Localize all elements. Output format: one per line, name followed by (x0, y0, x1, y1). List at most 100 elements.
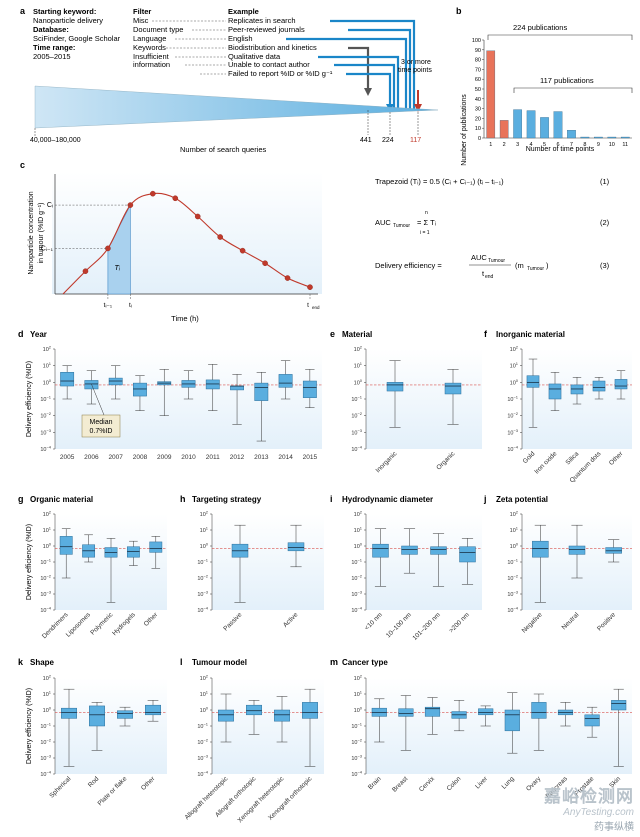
box (218, 709, 234, 722)
arrow-head (364, 88, 372, 96)
c-guide-label: Cᵢ (47, 202, 53, 209)
box (611, 700, 627, 711)
y-tick-label: 100 (354, 706, 363, 715)
category-label: 2008 (133, 454, 148, 461)
category-label: 2012 (230, 454, 245, 461)
c-guide-label: Cᵢ₋₁ (41, 245, 54, 252)
example-item: Qualitative data (228, 52, 281, 61)
category-label: Liposomes (65, 611, 93, 639)
database-heading: Database: (33, 25, 69, 34)
eq2-lower: i = 1 (420, 230, 430, 236)
eq2-number: (2) (600, 218, 610, 227)
y-tick-label: 101 (354, 526, 363, 535)
eq2-lhs: AUC (375, 218, 391, 227)
t-end-sub-label: end (312, 305, 320, 310)
curve-point (284, 275, 291, 281)
category-label: Negative (521, 611, 544, 634)
y-tick-label: 101 (200, 526, 209, 535)
count-224: 224 (382, 137, 394, 144)
panel-title: Shape (30, 658, 55, 667)
c-ylabel-1: Nanoparticle concentration (28, 191, 35, 274)
category-label: Lung (501, 775, 516, 790)
queries-axis-label: Number of search queries (180, 145, 267, 154)
y-tick-label: 10−1 (351, 722, 362, 731)
y-tick-label: 102 (43, 674, 52, 683)
y-tick-label: 10−4 (40, 770, 51, 779)
b-x-tick-label: 9 (597, 142, 600, 148)
panel-title: Targeting strategy (192, 495, 262, 504)
b-x-tick-label: 8 (583, 142, 586, 148)
b-y-tick-label: 40 (475, 97, 481, 103)
filter-item: Document type (133, 25, 183, 34)
eq2-rhs: = Σ Tᵢ (417, 218, 436, 227)
y-axis-label: Delivery efficiency (%ID) (26, 361, 33, 437)
box (444, 382, 462, 395)
panel-label: e (330, 329, 335, 339)
y-tick-label: 10−4 (197, 606, 208, 615)
panel-title: Zeta potential (496, 495, 548, 504)
panel-a: a Starting keyword: Nanoparticle deliver… (20, 6, 439, 154)
category-label: Brain (367, 775, 383, 791)
bar (553, 111, 563, 139)
y-tick-label: 10−3 (507, 590, 518, 599)
y-tick-label: 10−3 (351, 428, 362, 437)
y-axis-label: Delivery efficiency (%ID) (26, 688, 33, 764)
y-tick-label: 10−4 (351, 445, 362, 454)
example-item: English (228, 34, 253, 43)
y-tick-label: 101 (354, 690, 363, 699)
box (59, 536, 73, 555)
eq3-close: ) (546, 261, 549, 270)
keyword-value: Nanoparticle delivery (33, 16, 103, 25)
y-tick-label: 10−2 (507, 574, 518, 583)
category-label: Other (140, 775, 157, 792)
box (230, 385, 244, 391)
category-label: Cervix (418, 775, 437, 794)
bracket-224 (487, 34, 633, 40)
eq2-sub: Tumour (393, 223, 410, 229)
panel-j: j Zeta potential 102 101 100 10−1 10−2 10−3 10−4… (483, 494, 632, 635)
box (401, 545, 418, 555)
category-label: Neutral (561, 611, 581, 631)
category-label: Liver (474, 775, 490, 791)
box (430, 546, 447, 555)
b-x-tick-label: 3 (516, 142, 519, 148)
filter-connectors (286, 19, 416, 110)
plot-background (212, 678, 324, 774)
example-item: Replicates in search (228, 16, 296, 25)
category-label: 2014 (278, 454, 293, 461)
category-label: Plate or flake (97, 775, 129, 807)
box (84, 380, 99, 390)
time-range-value: 2005–2015 (33, 52, 71, 61)
c-xlabel: Time (h) (171, 314, 199, 323)
y-axis-label: Delivery efficiency (%ID) (26, 524, 33, 600)
bar (526, 110, 536, 139)
y-tick-label: 10−3 (197, 590, 208, 599)
curve-point (217, 234, 223, 240)
y-tick-label: 102 (43, 510, 52, 519)
box (89, 705, 105, 727)
y-tick-label: 102 (200, 674, 209, 683)
y-tick-label: 10−2 (351, 738, 362, 747)
panel-h: h Targeting strategy 102 101 100 10−1 10−2 10−3… (180, 494, 324, 633)
box (526, 375, 540, 388)
category-label: Active (282, 611, 300, 629)
box (478, 708, 494, 716)
box (61, 707, 77, 719)
panel-label: l (180, 657, 183, 667)
category-label: <10 nm (363, 611, 383, 631)
category-label: Positive (596, 611, 617, 632)
y-tick-label: 102 (354, 674, 363, 683)
y-tick-label: 10−4 (40, 445, 51, 454)
note-3-or-more: 3 or more (401, 59, 431, 66)
y-tick-label: 10−1 (351, 558, 362, 567)
category-label: Other (608, 450, 625, 467)
y-tick-label: 100 (354, 542, 363, 551)
category-label: Rod (87, 775, 101, 789)
y-tick-label: 10−2 (351, 411, 362, 420)
y-tick-label: 100 (510, 378, 519, 387)
y-tick-label: 101 (510, 361, 519, 370)
b-y-tick-label: 50 (475, 87, 481, 93)
box-plot-panels: d Year 102 101 100 10−1 10−2 10−3 10−4 Delivery e… (18, 329, 632, 824)
plot-background (366, 349, 482, 449)
